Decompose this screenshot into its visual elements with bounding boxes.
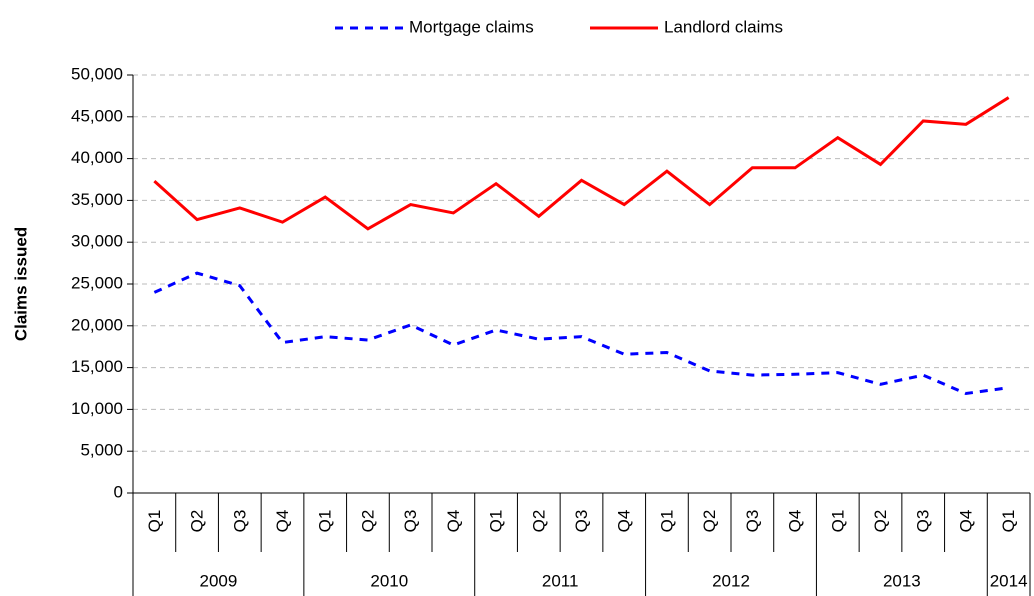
x-tick-label: Q2 <box>188 510 207 533</box>
group-label: 2013 <box>883 571 921 590</box>
group-label: 2010 <box>370 571 408 590</box>
x-tick-label: Q2 <box>871 510 890 533</box>
y-tick-label: 35,000 <box>71 190 123 209</box>
y-tick-label: 25,000 <box>71 273 123 292</box>
x-tick-label: Q1 <box>487 510 506 533</box>
x-tick-label: Q4 <box>444 510 463 533</box>
x-tick-label: Q2 <box>529 510 548 533</box>
y-tick-label: 0 <box>114 482 123 501</box>
y-tick-label: 50,000 <box>71 64 123 83</box>
x-tick-label: Q4 <box>615 510 634 533</box>
y-tick-label: 20,000 <box>71 315 123 334</box>
series-line <box>153 96 1010 231</box>
x-tick-label: Q4 <box>956 510 975 533</box>
group-label: 2014 <box>990 571 1028 590</box>
x-tick-label: Q4 <box>273 510 292 533</box>
x-tick-label: Q1 <box>316 510 335 533</box>
y-tick-label: 30,000 <box>71 232 123 251</box>
group-label: 2009 <box>200 571 238 590</box>
group-label: 2011 <box>542 571 579 590</box>
y-tick-label: 5,000 <box>80 441 123 460</box>
y-tick-label: 10,000 <box>71 399 123 418</box>
x-tick-label: Q3 <box>914 510 933 533</box>
y-axis-title: Claims issued <box>11 227 30 341</box>
y-tick-label: 45,000 <box>71 106 123 125</box>
group-label: 2012 <box>712 571 750 590</box>
x-tick-label: Q2 <box>700 510 719 533</box>
x-tick-label: Q1 <box>657 510 676 533</box>
legend-label: Mortgage claims <box>409 17 534 36</box>
x-tick-label: Q1 <box>145 510 164 533</box>
y-tick-label: 40,000 <box>71 148 123 167</box>
x-tick-label: Q3 <box>401 510 420 533</box>
x-tick-label: Q4 <box>786 510 805 533</box>
x-tick-label: Q1 <box>999 510 1018 533</box>
series-line <box>153 271 1009 396</box>
x-tick-label: Q3 <box>230 510 249 533</box>
legend-label: Landlord claims <box>664 17 783 36</box>
x-tick-label: Q2 <box>358 510 377 533</box>
x-tick-label: Q1 <box>828 510 847 533</box>
x-tick-label: Q3 <box>743 510 762 533</box>
y-tick-label: 15,000 <box>71 357 123 376</box>
x-tick-label: Q3 <box>572 510 591 533</box>
